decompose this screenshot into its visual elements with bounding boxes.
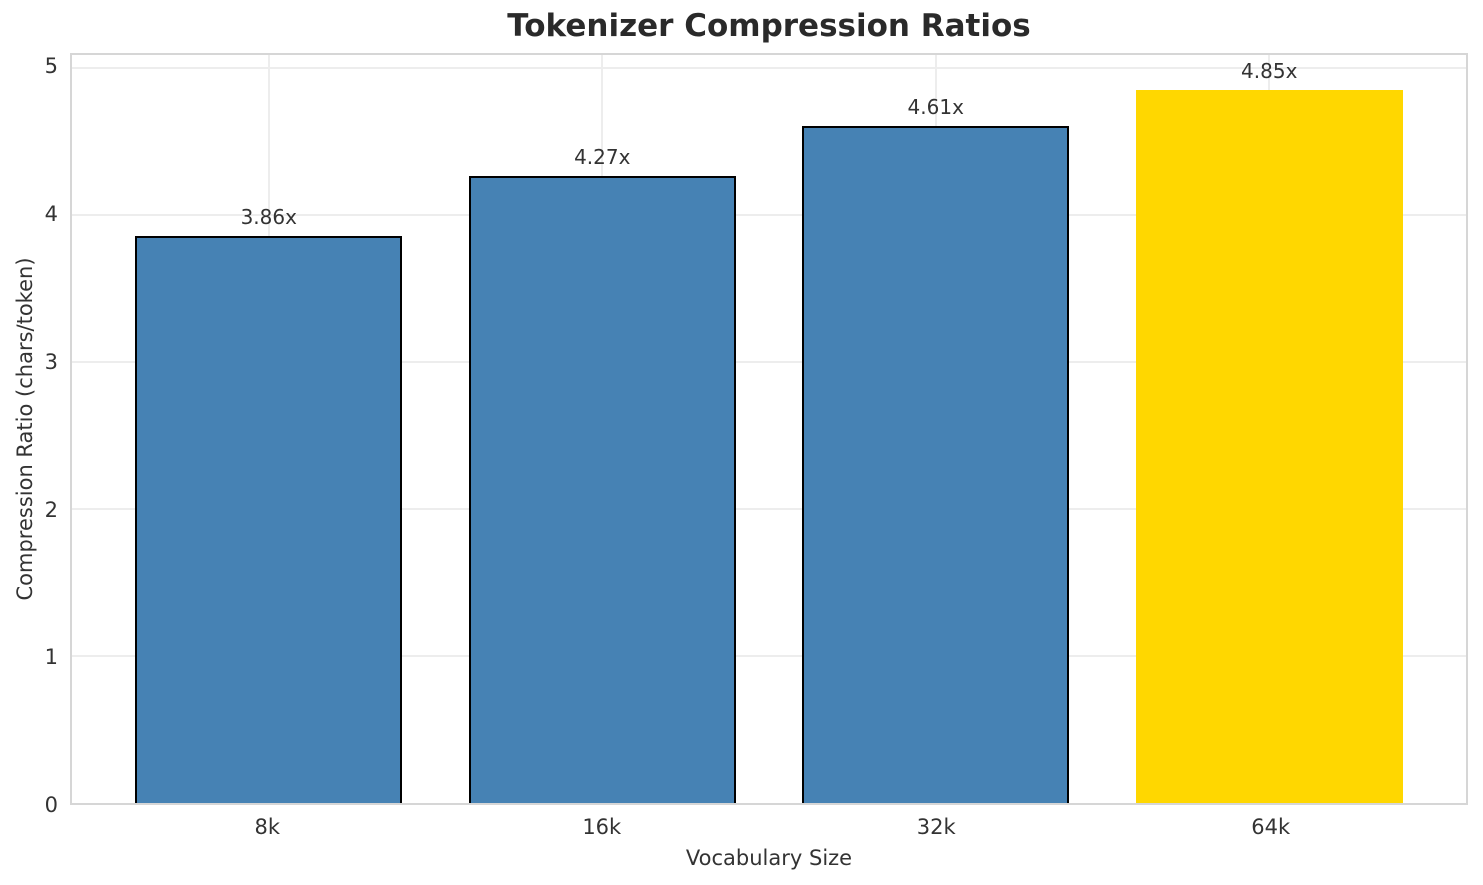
horizontal-gridline <box>72 361 1466 364</box>
y-tick-label: 2 <box>44 497 58 522</box>
x-tick-label: 16k <box>582 815 622 839</box>
bar-value-label: 3.86x <box>240 204 297 229</box>
y-tick-label: 1 <box>44 645 58 670</box>
y-tick-label: 0 <box>44 793 58 817</box>
plot-area: 3.86x 4.27x 4.61x 4.85x <box>70 53 1468 805</box>
y-tick-label: 5 <box>44 54 58 79</box>
y-tick-label: 3 <box>44 349 58 374</box>
bar <box>1135 90 1403 803</box>
bar <box>468 175 736 803</box>
x-tick-label: 8k <box>254 815 281 839</box>
x-tick-label: 64k <box>1251 815 1291 839</box>
y-tick-label: 4 <box>44 202 58 227</box>
bar <box>135 235 403 803</box>
horizontal-gridline <box>72 508 1466 511</box>
horizontal-gridline <box>72 214 1466 217</box>
x-axis-label: Vocabulary Size <box>685 846 853 870</box>
x-tick-label: 32k <box>916 815 956 839</box>
bar-value-label: 4.61x <box>907 94 964 119</box>
bar-value-label: 4.27x <box>574 144 631 169</box>
y-axis-ticks: 0 1 2 3 4 5 <box>0 53 58 817</box>
chart-title: Tokenizer Compression Ratios <box>507 8 1031 44</box>
horizontal-gridline <box>72 655 1466 658</box>
y-axis-label-text: Compression Ratio (chars/token) <box>13 257 37 601</box>
x-axis-ticks: 8k 16k 32k 64k <box>70 815 1468 845</box>
bar-value-label: 4.85x <box>1241 59 1298 84</box>
horizontal-gridline <box>72 67 1466 70</box>
bar <box>802 125 1070 803</box>
